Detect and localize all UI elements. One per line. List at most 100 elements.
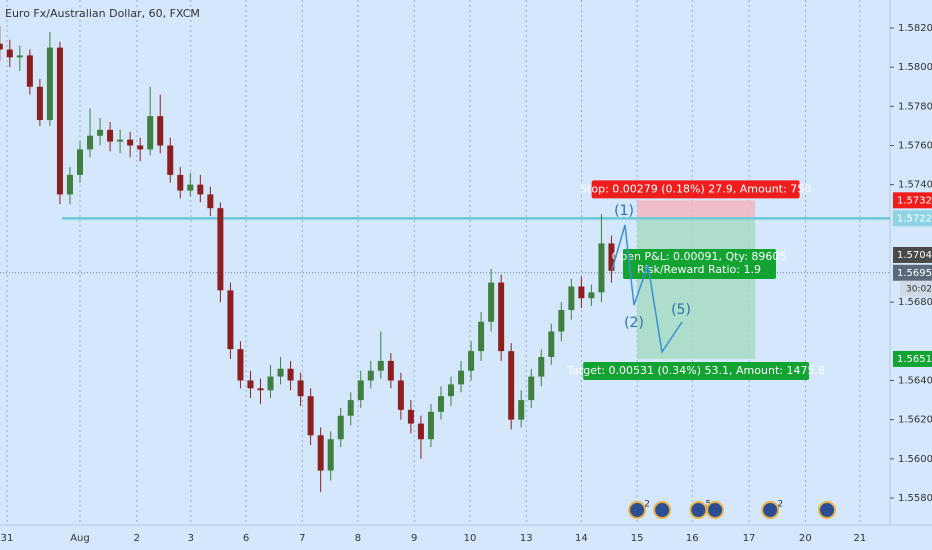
stop-zone xyxy=(637,200,756,219)
price-tag xyxy=(893,264,932,281)
candle-body xyxy=(468,351,475,371)
candle-body xyxy=(588,292,595,299)
y-tick-label: 1.58200 xyxy=(898,23,932,34)
candle-body xyxy=(448,384,455,397)
candle-body xyxy=(26,55,33,87)
x-tick-label: 6 xyxy=(243,533,249,544)
candle-body xyxy=(498,282,505,352)
wave-label: (2) xyxy=(624,315,644,331)
candle-body xyxy=(508,351,515,420)
x-tick-label: 9 xyxy=(411,533,417,544)
chart-title: Euro Fx/Australian Dollar, 60, FXCM xyxy=(5,7,200,20)
candle-body xyxy=(357,380,364,401)
candle-body xyxy=(608,243,615,271)
candle-body xyxy=(257,388,264,391)
x-tick-label: 17 xyxy=(743,533,756,544)
candle-body xyxy=(568,286,575,310)
y-tick-label: 1.56000 xyxy=(898,454,932,465)
candle-body xyxy=(327,439,334,471)
rr-label: Risk/Reward Ratio: 1.9 xyxy=(637,263,761,276)
y-tick-label: 1.58000 xyxy=(898,62,932,73)
event-icon xyxy=(706,501,725,519)
candle-body xyxy=(76,149,83,175)
candle-body xyxy=(187,184,194,191)
wave-label: (1) xyxy=(614,203,634,219)
candle-body xyxy=(16,55,23,58)
candle-body xyxy=(207,194,214,209)
candle-body xyxy=(558,309,565,332)
target-label-box xyxy=(583,361,810,380)
candle-body xyxy=(197,184,204,195)
candle-body xyxy=(107,129,114,142)
y-tick-label: 1.56200 xyxy=(898,415,932,426)
y-tick-label: 1.56400 xyxy=(898,375,932,386)
pnl-label: Open P&L: 0.00091, Qty: 89605 xyxy=(612,250,787,263)
candle-body xyxy=(36,86,43,121)
price-tag xyxy=(893,210,932,227)
candle-body xyxy=(6,49,13,58)
y-tick-label: 1.57600 xyxy=(898,140,932,151)
event-icon xyxy=(761,501,780,519)
candle-body xyxy=(217,208,224,291)
x-tick-label: 16 xyxy=(686,533,699,544)
candle-body xyxy=(177,174,184,191)
price-tag-label: 1.56950 xyxy=(897,268,932,279)
event-icon xyxy=(628,501,647,519)
candle-body xyxy=(417,423,424,440)
stop-label-box xyxy=(591,180,800,199)
y-tick-label: 1.57800 xyxy=(898,101,932,112)
x-tick-label: Aug xyxy=(70,533,90,544)
candle-body xyxy=(488,282,495,322)
target-label: Target: 0.00531 (0.34%) 53.1, Amount: 14… xyxy=(566,364,825,377)
x-tick-label: 21 xyxy=(854,533,867,544)
candle-body xyxy=(117,139,124,142)
pnl-box xyxy=(623,249,776,279)
candle-body xyxy=(478,321,485,352)
candle-body xyxy=(137,145,144,150)
x-tick-label: 8 xyxy=(355,533,361,544)
elliott-wave xyxy=(611,224,683,355)
candle-body xyxy=(66,174,73,195)
x-tick-label: 14 xyxy=(575,533,588,544)
event-icon xyxy=(818,501,837,519)
candle-body xyxy=(247,380,254,389)
x-tick-label: 13 xyxy=(520,533,533,544)
candle-body xyxy=(147,116,154,150)
candle-body xyxy=(97,129,104,136)
x-tick-label: 10 xyxy=(464,533,477,544)
candle-body xyxy=(127,139,134,146)
x-tick-label: 7 xyxy=(299,533,305,544)
x-tick-label: 20 xyxy=(799,533,812,544)
candle-body xyxy=(87,135,94,150)
event-icon xyxy=(653,501,672,519)
candle-body xyxy=(578,286,585,299)
candle-body xyxy=(277,368,284,377)
price-tag-label: 1.56510 xyxy=(897,354,932,365)
candle-body xyxy=(598,243,605,293)
candle-body xyxy=(407,409,414,424)
y-tick-label: 1.57400 xyxy=(898,180,932,191)
candle-body xyxy=(297,380,304,397)
candle-body xyxy=(397,380,404,410)
candle-body xyxy=(427,411,434,440)
y-tick-label: 1.56800 xyxy=(898,297,932,308)
candle-body xyxy=(538,356,545,377)
candle-body xyxy=(307,396,314,436)
candle-body xyxy=(267,376,274,391)
price-tag-label: 1.57228 xyxy=(897,213,932,224)
countdown: 30:02 xyxy=(906,284,932,294)
x-tick-label: 31 xyxy=(1,533,14,544)
target-zone xyxy=(637,218,756,359)
price-tag xyxy=(893,192,932,209)
wave-label: (5) xyxy=(671,302,691,318)
candle-body xyxy=(227,290,234,350)
candle-body xyxy=(458,370,465,385)
x-tick-label: 3 xyxy=(188,533,194,544)
candle-body xyxy=(287,368,294,381)
candle-body xyxy=(237,349,244,381)
stop-label: Stop: 0.00279 (0.18%) 27.9, Amount: 750 xyxy=(580,182,811,195)
price-tag-label: 1.57320 xyxy=(897,195,932,206)
